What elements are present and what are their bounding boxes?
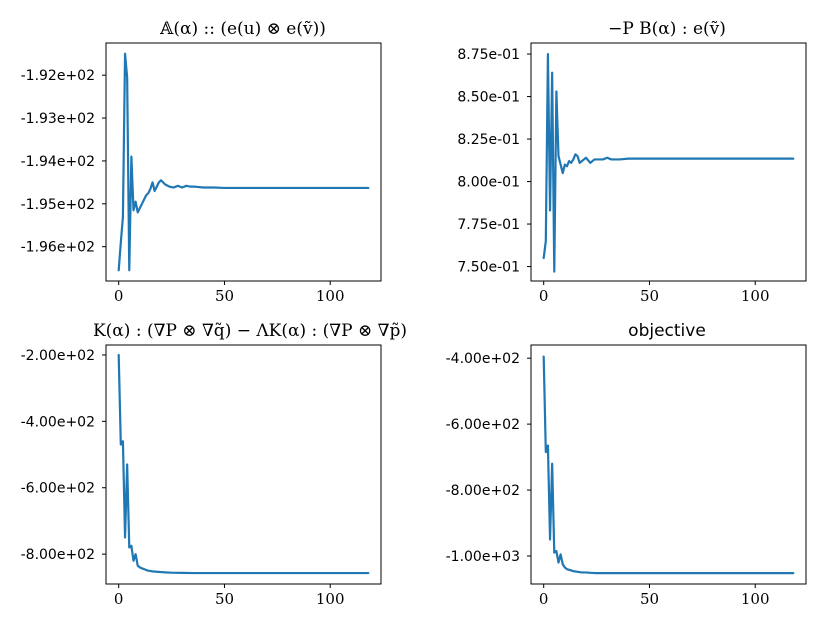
panel-2-title: −P B(α) : e(ṽ) — [608, 19, 726, 39]
panel-2-xticks: 0 50 100 — [539, 287, 770, 305]
panel-4-yticks: -4.00e+02 -6.00e+02 -8.00e+02 -1.00e+03 — [446, 351, 520, 565]
panel-1-series-line — [117, 52, 370, 272]
panel-3-ytick-label: -2.00e+02 — [21, 348, 95, 364]
panel-2-axes-frame — [530, 42, 807, 282]
panel-3-ytick-label: -8.00e+02 — [21, 547, 95, 563]
panel-3-series-line — [117, 353, 370, 575]
panel-4-xtick-label: 50 — [640, 590, 659, 608]
panel-3-ytick-label: -6.00e+02 — [21, 481, 95, 497]
panel-2-ytick-label: 8.00e-01 — [457, 175, 520, 191]
panel-1-xtick-label: 50 — [215, 287, 234, 305]
panel-1-xticks: 0 50 100 — [114, 287, 345, 305]
panel-1-ytick-label: -1.92e+02 — [21, 68, 95, 84]
panel-2-yticks: 7.50e-01 7.75e-01 8.00e-01 8.25e-01 8.50… — [457, 47, 520, 276]
panel-2-xtick-label: 100 — [741, 287, 770, 305]
panel-1: 𝔸(α) :: (e(u) ⊗ e(ṽ)) -1.96e+02 -1.95e+0… — [21, 19, 382, 305]
panel-4-ytick-label: -1.00e+03 — [446, 549, 520, 565]
panel-3-axes-frame — [105, 344, 382, 585]
panel-1-ytick-label: -1.94e+02 — [21, 154, 95, 170]
panel-3: K(α) : (∇P ⊗ ∇q̃) − ΛK(α) : (∇P ⊗ ∇p̃) -… — [21, 321, 407, 608]
panel-4-xtick-label: 100 — [741, 590, 770, 608]
panel-3-yticks: -2.00e+02 -4.00e+02 -6.00e+02 -8.00e+02 — [21, 348, 95, 563]
panel-1-xtick-label: 100 — [316, 287, 345, 305]
panel-2-ytick-label: 8.50e-01 — [457, 90, 520, 106]
panel-4-series-line — [542, 355, 795, 575]
panel-4-ytick-label: -6.00e+02 — [446, 417, 520, 433]
panel-1-axes-frame — [105, 42, 382, 282]
panel-3-xtick-label: 50 — [215, 590, 234, 608]
panel-4-xticks: 0 50 100 — [539, 590, 770, 608]
panel-4-ytick-label: -8.00e+02 — [446, 483, 520, 499]
panel-2-xtick-label: 0 — [539, 287, 549, 305]
panel-1-title: 𝔸(α) :: (e(u) ⊗ e(ṽ)) — [159, 19, 326, 39]
panel-4-title: objective — [628, 321, 706, 341]
panel-2-ytick-label: 8.25e-01 — [457, 132, 520, 148]
panel-2-ytick-label: 7.50e-01 — [457, 260, 520, 276]
panel-3-xticks: 0 50 100 — [114, 590, 345, 608]
panel-2-ytick-label: 8.75e-01 — [457, 47, 520, 63]
panel-3-title: K(α) : (∇P ⊗ ∇q̃) − ΛK(α) : (∇P ⊗ ∇p̃) — [93, 321, 407, 341]
panel-4-ytick-label: -4.00e+02 — [446, 351, 520, 367]
panel-2-series-line — [542, 52, 795, 273]
panel-3-xtick-label: 0 — [114, 590, 124, 608]
panel-1-ytick-label: -1.93e+02 — [21, 111, 95, 127]
panel-1-xtick-label: 0 — [114, 287, 124, 305]
panel-2-ytick-label: 7.75e-01 — [457, 217, 520, 233]
panel-1-ytick-label: -1.95e+02 — [21, 197, 95, 213]
panel-2-xtick-label: 50 — [640, 287, 659, 305]
panel-4-axes-frame — [530, 344, 807, 585]
panel-3-xtick-label: 100 — [316, 590, 345, 608]
panel-4-xtick-label: 0 — [539, 590, 549, 608]
panel-3-ytick-label: -4.00e+02 — [21, 414, 95, 430]
panel-1-yticks: -1.96e+02 -1.95e+02 -1.94e+02 -1.93e+02 … — [21, 68, 95, 256]
panel-1-ytick-label: -1.96e+02 — [21, 240, 95, 256]
panel-4: objective -4.00e+02 -6.00e+02 -8.00e+02 … — [446, 321, 807, 608]
panel-2: −P B(α) : e(ṽ) 7.50e-01 7.75e-01 8.00e-0… — [457, 19, 807, 305]
